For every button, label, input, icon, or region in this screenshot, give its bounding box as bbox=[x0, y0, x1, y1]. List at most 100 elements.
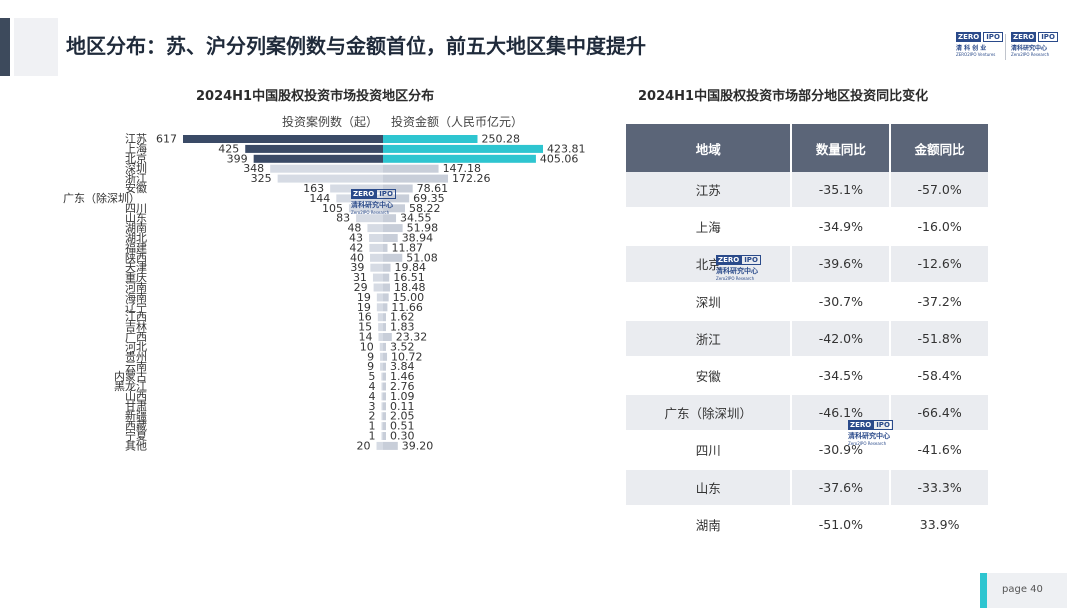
chart-watermark-logo: ZERO IPO 清科研究中心 Zero2IPO Research bbox=[351, 181, 396, 215]
amount-value-label: 405.06 bbox=[540, 152, 579, 165]
count-bar bbox=[367, 224, 383, 233]
amount-bar bbox=[383, 283, 390, 292]
count-bar bbox=[369, 243, 383, 252]
region-cell: 北京 bbox=[626, 245, 793, 284]
region-label: 其他 bbox=[125, 439, 147, 452]
count-yoy-cell: -34.5% bbox=[791, 356, 892, 396]
amount-value-label: 11.87 bbox=[391, 241, 423, 254]
region-cell: 广东（除深圳） bbox=[626, 394, 793, 433]
amount-bar bbox=[383, 382, 386, 391]
region-label: 江西 bbox=[125, 311, 147, 324]
amount-bar bbox=[383, 362, 386, 371]
title-band bbox=[14, 18, 58, 76]
count-value-label: 163 bbox=[303, 182, 324, 195]
amount-value-label: 16.51 bbox=[393, 271, 425, 284]
region-label: 北京 bbox=[125, 151, 147, 165]
count-yoy-cell: -30.7% bbox=[791, 282, 892, 321]
count-value-label: 2 bbox=[369, 410, 376, 423]
region-label: 吉林 bbox=[125, 320, 147, 334]
amount-value-label: 0.30 bbox=[390, 430, 415, 443]
region-label: 河北 bbox=[125, 340, 147, 353]
count-value-label: 15 bbox=[358, 321, 372, 334]
amount-value-label: 19.84 bbox=[394, 261, 426, 274]
count-value-label: 31 bbox=[353, 271, 367, 284]
amount-bar bbox=[383, 372, 386, 381]
count-bar bbox=[270, 164, 383, 173]
count-bar bbox=[370, 263, 383, 272]
amount-bar bbox=[383, 293, 389, 302]
amount-bar bbox=[383, 154, 536, 163]
count-value-label: 399 bbox=[227, 152, 248, 165]
amount-bar bbox=[383, 204, 405, 213]
count-yoy-cell: -34.9% bbox=[791, 208, 892, 247]
count-bar bbox=[373, 283, 383, 292]
count-yoy-cell: -39.6% bbox=[791, 245, 892, 284]
count-bar bbox=[370, 253, 383, 262]
table-row: 上海 -34.9% -16.0% bbox=[626, 208, 990, 247]
yoy-change-table: 地域 数量同比 金额同比 江苏 -35.1% -57.0% 上海 -34.9% -16.… bbox=[626, 124, 990, 544]
count-value-label: 9 bbox=[367, 350, 374, 363]
amount-value-label: 38.94 bbox=[402, 232, 434, 245]
count-bar bbox=[245, 144, 383, 153]
table-title: 2024H1中国股权投资市场部分地区投资同比变化 bbox=[638, 89, 929, 104]
amount-value-label: 2.05 bbox=[390, 410, 415, 423]
count-value-label: 325 bbox=[251, 172, 272, 185]
page-number-box bbox=[987, 573, 1067, 608]
amount-bar bbox=[383, 234, 398, 242]
region-label: 新疆 bbox=[125, 409, 147, 423]
count-bar bbox=[372, 273, 383, 282]
amount-yoy-cell: -51.8% bbox=[890, 319, 990, 358]
amount-bar bbox=[383, 422, 386, 431]
count-bar bbox=[376, 303, 383, 312]
count-bar bbox=[378, 323, 383, 332]
title-accent-bar bbox=[0, 18, 10, 76]
table-row: 深圳 -30.7% -37.2% bbox=[626, 282, 990, 321]
count-value-label: 144 bbox=[309, 192, 330, 205]
amount-bar bbox=[383, 253, 403, 262]
legend-count-label: 投资案例数（起） bbox=[282, 114, 378, 129]
amount-bar bbox=[383, 333, 392, 341]
amount-yoy-cell: -58.4% bbox=[890, 356, 990, 396]
count-yoy-cell: -35.1% bbox=[791, 172, 892, 210]
amount-bar bbox=[383, 243, 388, 252]
count-value-label: 3 bbox=[369, 400, 376, 413]
region-label: 山西 bbox=[125, 390, 147, 403]
count-value-label: 4 bbox=[369, 390, 376, 403]
amount-bar bbox=[383, 342, 386, 351]
count-yoy-cell: -42.0% bbox=[791, 319, 892, 358]
amount-yoy-cell: -41.6% bbox=[890, 431, 990, 470]
amount-value-label: 58.22 bbox=[409, 202, 441, 215]
amount-value-label: 78.61 bbox=[417, 182, 449, 195]
region-cell: 深圳 bbox=[626, 282, 793, 321]
table-row: 安徽 -34.5% -58.4% bbox=[626, 356, 990, 396]
region-cell: 江苏 bbox=[626, 172, 793, 210]
count-bar bbox=[381, 412, 383, 421]
amount-value-label: 0.51 bbox=[390, 420, 415, 433]
region-label: 辽宁 bbox=[125, 300, 147, 314]
table-row: 江苏 -35.1% -57.0% bbox=[626, 172, 990, 210]
amount-value-label: 10.72 bbox=[391, 350, 423, 363]
amount-value-label: 15.00 bbox=[393, 291, 425, 304]
amount-value-label: 1.62 bbox=[390, 311, 415, 324]
amount-value-label: 172.26 bbox=[452, 172, 491, 185]
region-label: 贵州 bbox=[125, 350, 147, 363]
count-bar bbox=[381, 372, 383, 381]
region-label: 安徽 bbox=[125, 181, 147, 195]
count-value-label: 9 bbox=[367, 360, 374, 373]
region-label: 内蒙古 bbox=[114, 369, 147, 383]
count-bar bbox=[379, 342, 383, 351]
amount-yoy-cell: -66.4% bbox=[890, 394, 990, 433]
count-bar bbox=[381, 432, 383, 440]
table-row: 北京 -39.6% -12.6% bbox=[626, 245, 990, 284]
amount-value-label: 147.18 bbox=[443, 162, 482, 175]
region-label: 天津 bbox=[125, 261, 147, 274]
region-cell: 山东 bbox=[626, 468, 793, 507]
count-bar bbox=[183, 135, 383, 143]
count-value-label: 5 bbox=[368, 370, 375, 383]
region-cell: 湖南 bbox=[626, 505, 793, 544]
count-bar bbox=[356, 214, 383, 223]
count-value-label: 19 bbox=[357, 301, 371, 314]
amount-bar bbox=[383, 303, 388, 312]
region-cell: 四川 bbox=[626, 431, 793, 470]
amount-bar bbox=[383, 224, 403, 233]
